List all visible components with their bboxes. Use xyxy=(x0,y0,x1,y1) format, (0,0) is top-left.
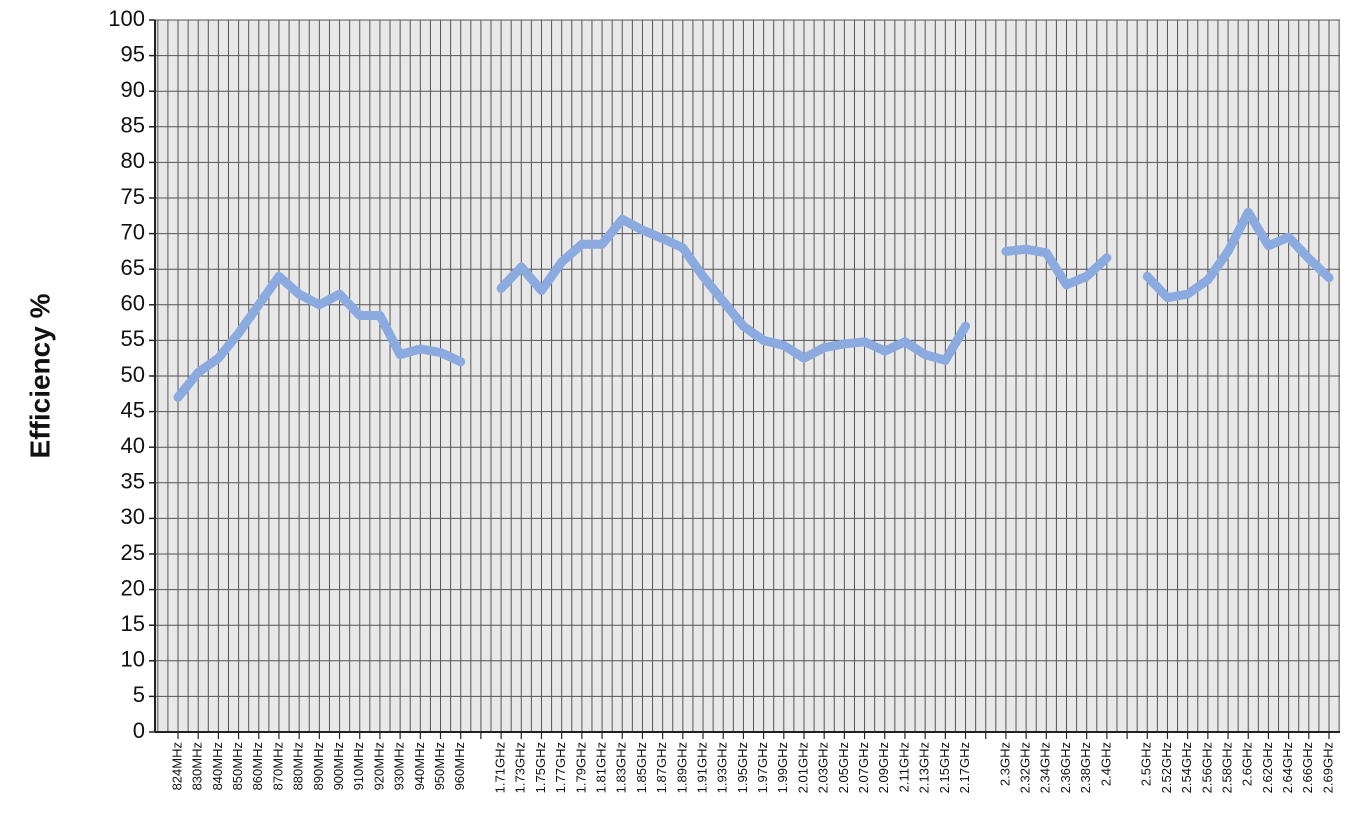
x-tick-label: 1.81GHz xyxy=(593,742,608,793)
x-tick-label: 2.03GHz xyxy=(816,742,831,793)
y-tick-label: 85 xyxy=(121,113,145,138)
x-tick-label: 1.95GHz xyxy=(735,742,750,793)
y-tick-label: 30 xyxy=(121,504,145,529)
x-tick-label: 830MHz xyxy=(190,742,205,790)
x-tick-label: 1.79GHz xyxy=(573,742,588,793)
series-line xyxy=(173,207,1334,402)
x-tick-label: 1.99GHz xyxy=(775,742,790,793)
y-tick-label: 5 xyxy=(133,682,145,707)
x-tick-label: 960MHz xyxy=(452,742,467,790)
x-tick-label: 910MHz xyxy=(351,742,366,790)
x-tick-label: 2.38GHz xyxy=(1078,742,1093,793)
x-tick-label: 1.83GHz xyxy=(614,742,629,793)
x-tick-label: 2.3GHz xyxy=(997,742,1012,786)
x-tick-label: 860MHz xyxy=(250,742,265,790)
y-tick-label: 45 xyxy=(121,397,145,422)
x-tick-label: 2.34GHz xyxy=(1038,742,1053,793)
x-tick-label: 2.54GHz xyxy=(1179,742,1194,793)
x-tick-label: 930MHz xyxy=(392,742,407,790)
x-tick-label: 870MHz xyxy=(270,742,285,790)
x-tick-label: 1.91GHz xyxy=(694,742,709,793)
y-tick-label: 95 xyxy=(121,41,145,66)
x-tick-label: 2.01GHz xyxy=(795,742,810,793)
y-tick-label: 15 xyxy=(121,611,145,636)
x-tick-label: 2.5GHz xyxy=(1139,742,1154,786)
x-tick-label: 2.64GHz xyxy=(1280,742,1295,793)
x-tick-label: 1.85GHz xyxy=(634,742,649,793)
grid xyxy=(149,19,1340,739)
y-tick-label: 35 xyxy=(121,469,145,494)
x-tick-label: 1.77GHz xyxy=(553,742,568,793)
y-tick-label: 25 xyxy=(121,540,145,565)
x-tick-label: 824MHz xyxy=(169,742,184,790)
x-tick-label: 2.05GHz xyxy=(836,742,851,793)
x-tick-label: 1.89GHz xyxy=(674,742,689,793)
y-tick-label: 80 xyxy=(121,148,145,173)
x-tick-label: 1.87GHz xyxy=(654,742,669,793)
x-tick-label: 2.69GHz xyxy=(1320,742,1335,793)
x-tick-label: 890MHz xyxy=(311,742,326,790)
x-tick-label: 2.15GHz xyxy=(937,742,952,793)
x-tick-label: 2.66GHz xyxy=(1300,742,1315,793)
y-tick-label: 55 xyxy=(121,326,145,351)
y-tick-label: 100 xyxy=(108,6,145,31)
x-tick-label: 950MHz xyxy=(432,742,447,790)
x-tick-label: 2.17GHz xyxy=(957,742,972,793)
x-tick-label: 840MHz xyxy=(210,742,225,790)
x-tick-label: 2.56GHz xyxy=(1199,742,1214,793)
x-tick-label: 880MHz xyxy=(291,742,306,790)
x-tick-label: 2.09GHz xyxy=(876,742,891,793)
x-tick-label: 2.36GHz xyxy=(1058,742,1073,793)
y-tick-label: 40 xyxy=(121,433,145,458)
x-tick-label: 2.52GHz xyxy=(1159,742,1174,793)
x-tick-label: 1.75GHz xyxy=(533,742,548,793)
y-tick-label: 10 xyxy=(121,647,145,672)
x-tick-label: 1.73GHz xyxy=(513,742,528,793)
x-tick-label: 2.07GHz xyxy=(856,742,871,793)
x-tick-label: 900MHz xyxy=(331,742,346,790)
x-tick-label: 1.93GHz xyxy=(715,742,730,793)
x-tick-label: 2.58GHz xyxy=(1219,742,1234,793)
x-tick-label: 920MHz xyxy=(371,742,386,790)
y-tick-label: 60 xyxy=(121,291,145,316)
y-tick-label: 20 xyxy=(121,575,145,600)
x-tick-label: 2.4GHz xyxy=(1098,742,1113,786)
x-tick-label: 1.97GHz xyxy=(755,742,770,793)
x-tick-label: 1.71GHz xyxy=(493,742,508,793)
y-axis-title: Efficiency % xyxy=(24,293,55,458)
y-tick-label: 0 xyxy=(133,718,145,743)
x-tick-label: 2.11GHz xyxy=(896,742,911,792)
x-tick-label: 940MHz xyxy=(412,742,427,790)
x-tick-label: 2.62GHz xyxy=(1260,742,1275,793)
x-tick-label: 2.32GHz xyxy=(1018,742,1033,793)
x-tick-label: 2.6GHz xyxy=(1240,742,1255,786)
marks xyxy=(173,207,1334,402)
y-tick-label: 50 xyxy=(121,362,145,387)
x-tick-label: 850MHz xyxy=(230,742,245,790)
y-tick-label: 75 xyxy=(121,184,145,209)
y-tick-label: 65 xyxy=(121,255,145,280)
x-tick-label: 2.13GHz xyxy=(917,742,932,793)
y-tick-label: 70 xyxy=(121,219,145,244)
y-tick-label: 90 xyxy=(121,77,145,102)
